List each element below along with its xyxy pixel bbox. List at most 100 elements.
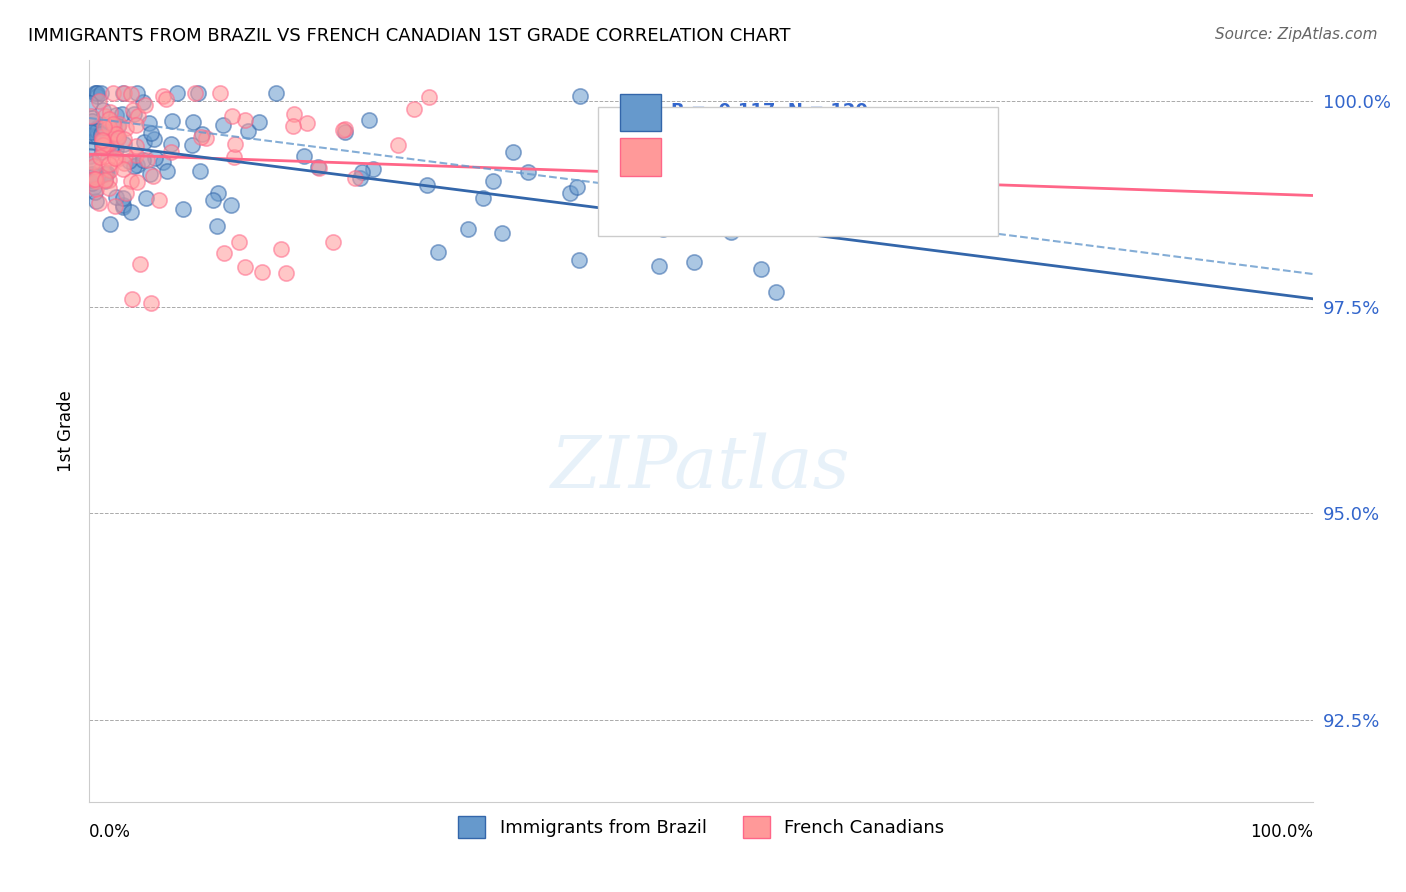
- Immigrants from Brazil: [207, 186, 229, 200]
- French Canadians: [84, 182, 107, 196]
- Immigrants from Brazil: [90, 127, 112, 141]
- Immigrants from Brazil: [84, 124, 107, 138]
- French Canadians: [332, 123, 354, 137]
- Immigrants from Brazil: [79, 95, 101, 110]
- Immigrants from Brazil: [307, 160, 329, 174]
- French Canadians: [224, 136, 246, 151]
- French Canadians: [142, 169, 165, 183]
- Y-axis label: 1st Grade: 1st Grade: [58, 390, 75, 472]
- Immigrants from Brazil: [481, 174, 503, 188]
- French Canadians: [184, 86, 207, 100]
- French Canadians: [297, 116, 319, 130]
- Immigrants from Brazil: [83, 86, 105, 100]
- Immigrants from Brazil: [111, 191, 134, 205]
- French Canadians: [404, 103, 426, 117]
- Text: ZIPatlas: ZIPatlas: [551, 433, 851, 503]
- French Canadians: [101, 86, 124, 100]
- Immigrants from Brazil: [152, 154, 174, 169]
- Immigrants from Brazil: [457, 221, 479, 235]
- French Canadians: [98, 136, 121, 150]
- French Canadians: [115, 121, 138, 136]
- French Canadians: [98, 112, 121, 126]
- French Canadians: [98, 172, 121, 186]
- Immigrants from Brazil: [139, 167, 162, 181]
- Immigrants from Brazil: [124, 159, 146, 173]
- Immigrants from Brazil: [201, 193, 224, 207]
- French Canadians: [190, 129, 212, 144]
- French Canadians: [121, 174, 143, 188]
- French Canadians: [94, 136, 117, 151]
- Immigrants from Brazil: [292, 149, 315, 163]
- French Canadians: [96, 136, 118, 151]
- French Canadians: [104, 199, 127, 213]
- French Canadians: [90, 129, 112, 144]
- French Canadians: [104, 127, 127, 141]
- Immigrants from Brazil: [181, 138, 204, 153]
- French Canadians: [209, 86, 232, 100]
- Immigrants from Brazil: [118, 153, 141, 168]
- Immigrants from Brazil: [96, 166, 118, 180]
- Immigrants from Brazil: [94, 174, 117, 188]
- Immigrants from Brazil: [238, 124, 260, 138]
- French Canadians: [105, 152, 128, 166]
- Immigrants from Brazil: [86, 89, 108, 103]
- French Canadians: [387, 138, 409, 153]
- Immigrants from Brazil: [80, 125, 103, 139]
- Immigrants from Brazil: [94, 167, 117, 181]
- Immigrants from Brazil: [143, 151, 166, 165]
- French Canadians: [112, 86, 135, 100]
- Text: 100.0%: 100.0%: [1250, 823, 1313, 841]
- French Canadians: [160, 145, 183, 159]
- French Canadians: [97, 151, 120, 165]
- Immigrants from Brazil: [90, 145, 112, 159]
- Immigrants from Brazil: [765, 285, 787, 299]
- Immigrants from Brazil: [160, 114, 183, 128]
- French Canadians: [125, 147, 148, 161]
- Immigrants from Brazil: [142, 132, 165, 146]
- Immigrants from Brazil: [247, 114, 270, 128]
- Immigrants from Brazil: [103, 119, 125, 133]
- Immigrants from Brazil: [111, 198, 134, 212]
- Immigrants from Brazil: [212, 118, 235, 132]
- French Canadians: [270, 243, 292, 257]
- Immigrants from Brazil: [132, 153, 155, 167]
- Legend: Immigrants from Brazil, French Canadians: Immigrants from Brazil, French Canadians: [451, 809, 952, 846]
- French Canadians: [98, 162, 121, 177]
- French Canadians: [84, 172, 107, 186]
- French Canadians: [86, 174, 108, 188]
- Immigrants from Brazil: [120, 204, 142, 219]
- Immigrants from Brazil: [502, 145, 524, 160]
- Immigrants from Brazil: [138, 116, 160, 130]
- Text: Source: ZipAtlas.com: Source: ZipAtlas.com: [1215, 27, 1378, 42]
- Immigrants from Brazil: [264, 86, 287, 100]
- French Canadians: [90, 161, 112, 176]
- French Canadians: [148, 194, 170, 208]
- French Canadians: [125, 175, 148, 189]
- Immigrants from Brazil: [112, 137, 135, 152]
- Immigrants from Brazil: [558, 186, 581, 200]
- Immigrants from Brazil: [100, 139, 122, 153]
- French Canadians: [80, 109, 103, 123]
- Immigrants from Brazil: [132, 135, 155, 149]
- Immigrants from Brazil: [517, 165, 540, 179]
- Immigrants from Brazil: [415, 178, 437, 193]
- Immigrants from Brazil: [84, 194, 107, 208]
- Immigrants from Brazil: [568, 89, 591, 103]
- Immigrants from Brazil: [86, 86, 108, 100]
- Immigrants from Brazil: [91, 133, 114, 147]
- Immigrants from Brazil: [98, 217, 121, 231]
- French Canadians: [125, 139, 148, 153]
- French Canadians: [94, 173, 117, 187]
- Immigrants from Brazil: [191, 127, 214, 141]
- French Canadians: [91, 138, 114, 153]
- Immigrants from Brazil: [107, 129, 129, 144]
- Immigrants from Brazil: [359, 112, 381, 127]
- Immigrants from Brazil: [86, 124, 108, 138]
- Immigrants from Brazil: [80, 112, 103, 126]
- French Canadians: [121, 292, 143, 306]
- Immigrants from Brazil: [91, 103, 114, 118]
- Immigrants from Brazil: [181, 115, 204, 129]
- Immigrants from Brazil: [93, 122, 115, 136]
- French Canadians: [103, 118, 125, 132]
- French Canadians: [274, 266, 297, 280]
